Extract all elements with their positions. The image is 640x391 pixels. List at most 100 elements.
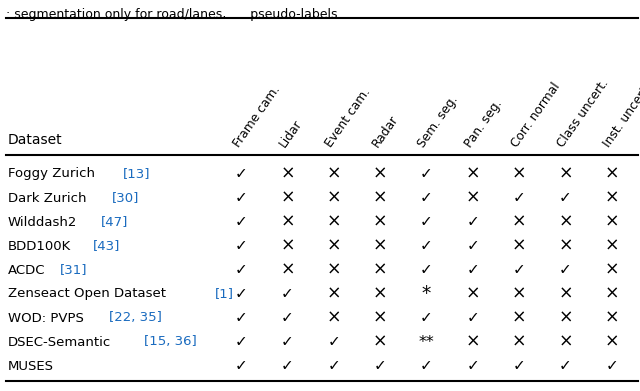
Text: ×: × bbox=[280, 237, 295, 255]
Text: ✓: ✓ bbox=[328, 334, 340, 350]
Text: Frame cam.: Frame cam. bbox=[230, 83, 283, 150]
Text: ×: × bbox=[326, 261, 341, 279]
Text: Inst. uncert.: Inst. uncert. bbox=[601, 82, 640, 150]
Text: ×: × bbox=[465, 333, 480, 351]
Text: ✓: ✓ bbox=[467, 215, 479, 230]
Text: Sem. seg.: Sem. seg. bbox=[416, 93, 461, 150]
Text: Dark Zurich: Dark Zurich bbox=[8, 192, 86, 204]
Text: ✓: ✓ bbox=[235, 262, 248, 278]
Text: ×: × bbox=[605, 165, 619, 183]
Text: ×: × bbox=[605, 261, 619, 279]
Text: ×: × bbox=[373, 285, 387, 303]
Text: Radar: Radar bbox=[369, 113, 401, 150]
Text: [31]: [31] bbox=[60, 264, 87, 276]
Text: ✓: ✓ bbox=[420, 167, 433, 181]
Text: ×: × bbox=[326, 285, 341, 303]
Text: ×: × bbox=[605, 189, 619, 207]
Text: Foggy Zurich: Foggy Zurich bbox=[8, 167, 95, 181]
Text: : segmentation only for road/lanes,      pseudo-labels.: : segmentation only for road/lanes, pseu… bbox=[6, 8, 342, 21]
Text: ×: × bbox=[605, 213, 619, 231]
Text: ✓: ✓ bbox=[328, 359, 340, 373]
Text: **: ** bbox=[419, 334, 435, 350]
Text: ✓: ✓ bbox=[374, 359, 387, 373]
Text: ✓: ✓ bbox=[513, 359, 525, 373]
Text: ✓: ✓ bbox=[281, 359, 294, 373]
Text: ×: × bbox=[512, 285, 527, 303]
Text: ✓: ✓ bbox=[281, 310, 294, 325]
Text: [30]: [30] bbox=[112, 192, 140, 204]
Text: ✓: ✓ bbox=[513, 262, 525, 278]
Text: ×: × bbox=[512, 309, 527, 327]
Text: ×: × bbox=[373, 309, 387, 327]
Text: ✓: ✓ bbox=[467, 239, 479, 253]
Text: ×: × bbox=[465, 189, 480, 207]
Text: ×: × bbox=[326, 189, 341, 207]
Text: Dataset: Dataset bbox=[8, 133, 63, 147]
Text: ×: × bbox=[465, 165, 480, 183]
Text: ×: × bbox=[326, 309, 341, 327]
Text: ✓: ✓ bbox=[235, 190, 248, 206]
Text: ✓: ✓ bbox=[467, 359, 479, 373]
Text: ×: × bbox=[280, 165, 295, 183]
Text: [47]: [47] bbox=[100, 215, 128, 228]
Text: ×: × bbox=[373, 237, 387, 255]
Text: ×: × bbox=[465, 285, 480, 303]
Text: ✓: ✓ bbox=[235, 239, 248, 253]
Text: ×: × bbox=[280, 213, 295, 231]
Text: Pan. seg.: Pan. seg. bbox=[462, 97, 505, 150]
Text: ×: × bbox=[512, 237, 527, 255]
Text: ✓: ✓ bbox=[420, 215, 433, 230]
Text: ×: × bbox=[605, 237, 619, 255]
Text: BDD100K: BDD100K bbox=[8, 240, 71, 253]
Text: [43]: [43] bbox=[93, 240, 120, 253]
Text: ✓: ✓ bbox=[467, 310, 479, 325]
Text: ✓: ✓ bbox=[605, 359, 618, 373]
Text: ✓: ✓ bbox=[559, 190, 572, 206]
Text: Wilddash2: Wilddash2 bbox=[8, 215, 77, 228]
Text: [13]: [13] bbox=[124, 167, 151, 181]
Text: ×: × bbox=[558, 333, 573, 351]
Text: ✓: ✓ bbox=[235, 287, 248, 301]
Text: ×: × bbox=[326, 237, 341, 255]
Text: Corr. normal: Corr. normal bbox=[509, 81, 563, 150]
Text: ×: × bbox=[605, 285, 619, 303]
Text: ×: × bbox=[280, 261, 295, 279]
Text: ×: × bbox=[558, 165, 573, 183]
Text: ✓: ✓ bbox=[420, 359, 433, 373]
Text: ✓: ✓ bbox=[513, 190, 525, 206]
Text: ×: × bbox=[326, 165, 341, 183]
Text: ×: × bbox=[558, 285, 573, 303]
Text: ×: × bbox=[512, 165, 527, 183]
Text: ✓: ✓ bbox=[559, 359, 572, 373]
Text: *: * bbox=[422, 285, 431, 303]
Text: ×: × bbox=[558, 309, 573, 327]
Text: ×: × bbox=[373, 333, 387, 351]
Text: ✓: ✓ bbox=[235, 310, 248, 325]
Text: ×: × bbox=[512, 213, 527, 231]
Text: ×: × bbox=[605, 309, 619, 327]
Text: ✓: ✓ bbox=[420, 239, 433, 253]
Text: [1]: [1] bbox=[215, 287, 234, 301]
Text: ×: × bbox=[558, 237, 573, 255]
Text: MUSES: MUSES bbox=[8, 359, 54, 373]
Text: Zenseact Open Dataset: Zenseact Open Dataset bbox=[8, 287, 166, 301]
Text: ×: × bbox=[280, 189, 295, 207]
Text: ✓: ✓ bbox=[420, 310, 433, 325]
Text: DSEC-Semantic: DSEC-Semantic bbox=[8, 335, 111, 348]
Text: ×: × bbox=[373, 165, 387, 183]
Text: ✓: ✓ bbox=[235, 167, 248, 181]
Text: Event cam.: Event cam. bbox=[323, 86, 374, 150]
Text: ACDC: ACDC bbox=[8, 264, 45, 276]
Text: ×: × bbox=[605, 333, 619, 351]
Text: ✓: ✓ bbox=[420, 190, 433, 206]
Text: ×: × bbox=[373, 213, 387, 231]
Text: ✓: ✓ bbox=[467, 262, 479, 278]
Text: ✓: ✓ bbox=[235, 359, 248, 373]
Text: Class uncert.: Class uncert. bbox=[555, 77, 611, 150]
Text: ✓: ✓ bbox=[235, 215, 248, 230]
Text: ✓: ✓ bbox=[235, 334, 248, 350]
Text: WOD: PVPS: WOD: PVPS bbox=[8, 312, 84, 325]
Text: ×: × bbox=[373, 189, 387, 207]
Text: ×: × bbox=[558, 213, 573, 231]
Text: ×: × bbox=[373, 261, 387, 279]
